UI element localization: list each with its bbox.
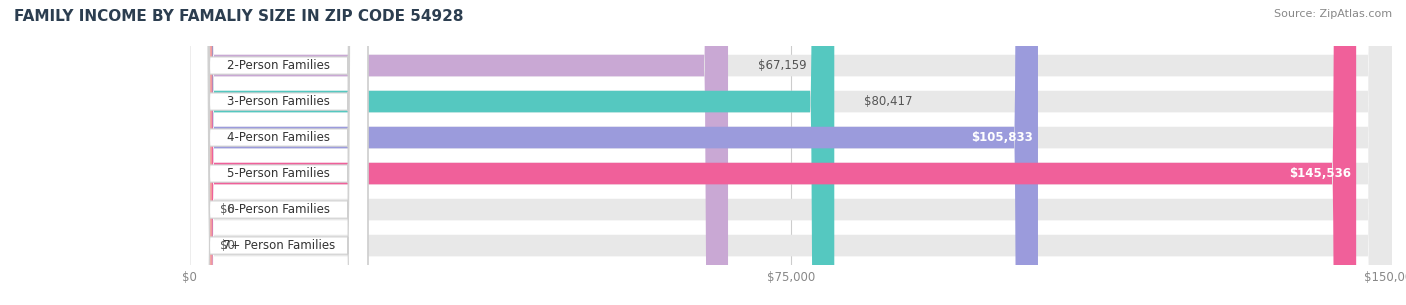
- FancyBboxPatch shape: [190, 0, 834, 305]
- FancyBboxPatch shape: [190, 0, 1357, 305]
- FancyBboxPatch shape: [190, 0, 368, 305]
- FancyBboxPatch shape: [190, 0, 368, 305]
- Text: 4-Person Families: 4-Person Families: [228, 131, 330, 144]
- FancyBboxPatch shape: [190, 0, 368, 305]
- Text: $0: $0: [219, 203, 235, 216]
- Text: 5-Person Families: 5-Person Families: [228, 167, 330, 180]
- Text: FAMILY INCOME BY FAMALIY SIZE IN ZIP CODE 54928: FAMILY INCOME BY FAMALIY SIZE IN ZIP COD…: [14, 9, 464, 24]
- FancyBboxPatch shape: [190, 0, 1392, 305]
- Text: $67,159: $67,159: [758, 59, 807, 72]
- Text: Source: ZipAtlas.com: Source: ZipAtlas.com: [1274, 9, 1392, 19]
- FancyBboxPatch shape: [190, 0, 1392, 305]
- Text: $0: $0: [219, 239, 235, 252]
- FancyBboxPatch shape: [190, 0, 1392, 305]
- Text: 2-Person Families: 2-Person Families: [228, 59, 330, 72]
- FancyBboxPatch shape: [190, 0, 211, 305]
- FancyBboxPatch shape: [190, 0, 1392, 305]
- FancyBboxPatch shape: [190, 0, 1392, 305]
- FancyBboxPatch shape: [190, 0, 368, 305]
- Text: $105,833: $105,833: [972, 131, 1033, 144]
- FancyBboxPatch shape: [190, 0, 1392, 305]
- Text: $80,417: $80,417: [865, 95, 912, 108]
- Text: 7+ Person Families: 7+ Person Families: [222, 239, 335, 252]
- Text: $145,536: $145,536: [1289, 167, 1351, 180]
- FancyBboxPatch shape: [190, 0, 728, 305]
- Text: 3-Person Families: 3-Person Families: [228, 95, 330, 108]
- FancyBboxPatch shape: [190, 0, 211, 305]
- FancyBboxPatch shape: [190, 0, 1038, 305]
- Text: 6-Person Families: 6-Person Families: [228, 203, 330, 216]
- FancyBboxPatch shape: [190, 0, 368, 305]
- FancyBboxPatch shape: [190, 0, 368, 305]
